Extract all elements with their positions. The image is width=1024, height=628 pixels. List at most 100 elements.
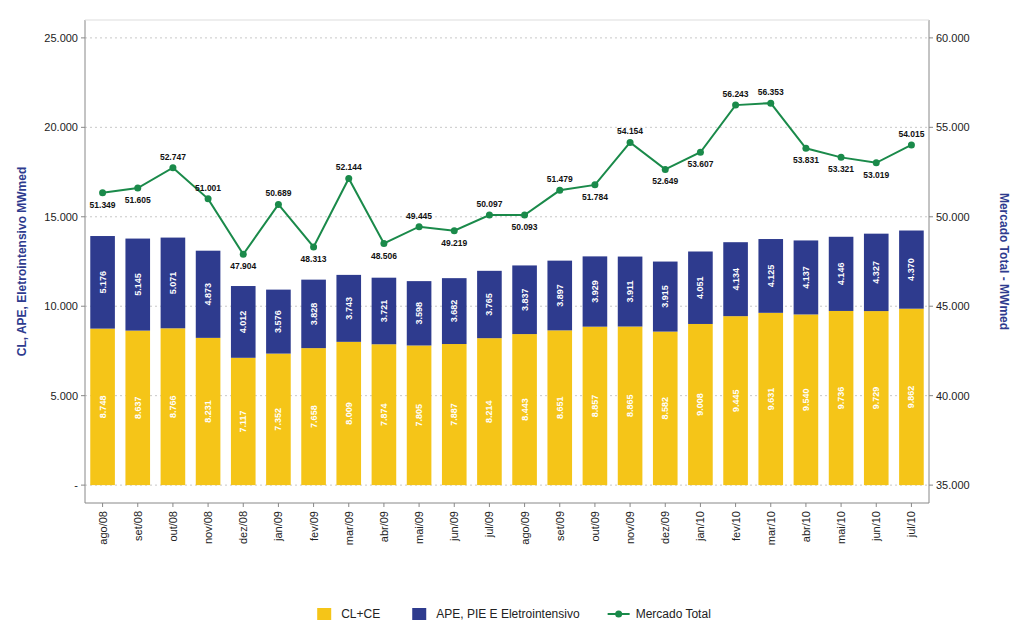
line-label: 54.154 [617, 126, 643, 136]
line-marker [169, 164, 176, 171]
x-tick-label: mai/10 [835, 511, 847, 544]
line-marker [310, 243, 317, 250]
bar-label: 8.231 [203, 400, 213, 423]
bar [231, 286, 256, 358]
x-tick [278, 503, 279, 507]
x-tick [911, 503, 912, 507]
bar-label: 4.137 [801, 266, 811, 289]
bar-label: 7.117 [238, 410, 248, 432]
bar [512, 265, 537, 334]
bar-label: 9.008 [695, 393, 705, 416]
y-tick-label: 10.000 [44, 300, 78, 312]
y-tick [81, 216, 85, 217]
x-tick-label: fev/10 [730, 511, 742, 541]
x-tick [876, 503, 877, 507]
x-tick [665, 503, 666, 507]
y2-tick-label: 40.000 [936, 390, 970, 402]
bar [196, 251, 221, 338]
bar-label: 3.743 [344, 297, 354, 320]
y-axis-line [85, 20, 86, 503]
bar [407, 345, 432, 485]
x-tick [735, 503, 736, 507]
x-tick-label: jan/09 [272, 511, 284, 542]
bar [196, 338, 221, 485]
bar [583, 327, 608, 485]
bar-label: 3.915 [660, 285, 670, 308]
y2-tick [929, 127, 933, 128]
line-marker [908, 141, 915, 148]
x-tick [102, 503, 103, 507]
bar [161, 238, 186, 329]
bar-label: 4.370 [906, 258, 916, 281]
bar-label: 3.929 [590, 280, 600, 303]
legend-label: APE, PIE E Eletrointensivo [436, 607, 580, 621]
line-marker [345, 175, 352, 182]
x-tick-label: nov/08 [202, 511, 214, 544]
bar [125, 331, 150, 486]
line-label: 51.784 [582, 192, 608, 202]
bar [231, 358, 256, 485]
bar [407, 281, 432, 345]
bar-label: 8.214 [484, 400, 494, 423]
bar [477, 338, 502, 485]
x-tick [559, 503, 560, 507]
bar-label: 5.176 [98, 271, 108, 294]
line-label: 50.097 [476, 199, 502, 209]
bar [688, 252, 713, 324]
x-tick [243, 503, 244, 507]
bar-label: 3.682 [449, 300, 459, 323]
line-marker [416, 223, 423, 230]
bar-label: 9.445 [731, 389, 741, 412]
line-label: 49.219 [441, 238, 467, 248]
y-tick-label: 25.000 [44, 32, 78, 44]
chart: 8.7488.6378.7668.2317.1177.3527.6588.009… [0, 0, 1024, 628]
y-tick [81, 37, 85, 38]
x-tick-label: dez/09 [659, 511, 671, 544]
bar-label: 3.765 [484, 293, 494, 316]
bar-label: 7.874 [379, 403, 389, 426]
bar-label: 8.865 [625, 395, 635, 418]
bar [336, 342, 361, 485]
bar [899, 309, 924, 485]
x-tick-label: jul/10 [905, 511, 917, 538]
legend: CL+CEAPE, PIE E EletrointensivoMercado T… [317, 607, 711, 621]
y2-tick [929, 306, 933, 307]
x-tick-label: out/09 [589, 511, 601, 542]
legend-swatch [317, 608, 331, 620]
x-tick-label: mai/09 [413, 511, 425, 544]
y2-tick-label: 35.000 [936, 479, 970, 491]
line-label: 53.019 [863, 170, 889, 180]
y2-tick-label: 60.000 [936, 32, 970, 44]
line-marker [732, 102, 739, 109]
y-axis-label: CL, APE, Eletrointensivo MWmed [15, 167, 29, 357]
line-marker [134, 185, 141, 192]
x-tick [524, 503, 525, 507]
bar [829, 311, 854, 485]
bar-label: 8.766 [168, 395, 178, 418]
bar [301, 280, 326, 348]
bar [653, 262, 678, 332]
y-tick [81, 395, 85, 396]
x-tick-label: dez/08 [237, 511, 249, 544]
y2-tick [929, 37, 933, 38]
bar [161, 328, 186, 485]
grid-line [85, 37, 929, 38]
x-tick [348, 503, 349, 507]
bar-label: 8.857 [590, 395, 600, 418]
x-tick [700, 503, 701, 507]
line-label: 52.144 [336, 162, 362, 172]
bar-label: 7.658 [309, 405, 319, 428]
bar-label: 4.134 [731, 268, 741, 291]
bar [794, 240, 819, 314]
line-label: 49.445 [406, 211, 432, 221]
bar [618, 327, 643, 486]
y2-tick [929, 485, 933, 486]
line-marker [662, 166, 669, 173]
x-tick [770, 503, 771, 507]
line-marker [380, 240, 387, 247]
x-tick-label: jul/09 [483, 511, 495, 538]
line-label: 52.747 [160, 152, 186, 162]
y-tick [81, 485, 85, 486]
line-marker [802, 145, 809, 152]
x-tick [841, 503, 842, 507]
